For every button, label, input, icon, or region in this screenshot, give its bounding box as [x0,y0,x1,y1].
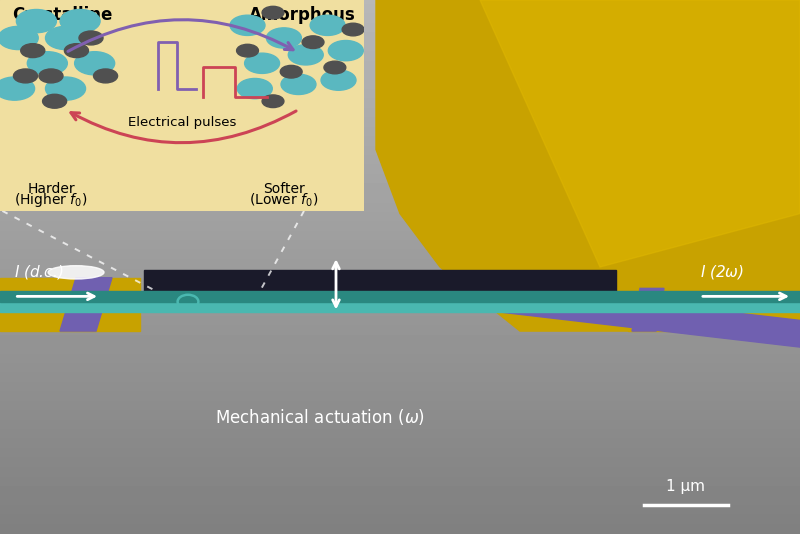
Circle shape [27,52,67,75]
Text: Harder: Harder [27,182,74,196]
Text: $I$ (2$\omega$): $I$ (2$\omega$) [700,263,744,281]
Circle shape [39,69,63,83]
FancyArrowPatch shape [68,20,293,51]
Circle shape [46,77,86,100]
Text: (Lower $f_0$): (Lower $f_0$) [250,191,318,209]
Polygon shape [0,302,800,312]
Circle shape [342,23,364,36]
Circle shape [245,53,279,73]
Polygon shape [144,270,616,291]
Circle shape [42,95,66,108]
Text: Amorphous: Amorphous [249,6,355,25]
Text: (Higher $f_0$): (Higher $f_0$) [14,191,88,209]
Circle shape [302,36,324,49]
Circle shape [262,6,284,19]
Circle shape [310,15,345,35]
Circle shape [237,44,258,57]
Circle shape [14,69,38,83]
Polygon shape [0,278,140,331]
Polygon shape [632,288,664,331]
Text: Crystalline: Crystalline [12,6,112,25]
Circle shape [281,74,316,95]
Polygon shape [376,0,800,331]
Text: $I$ (d.c.): $I$ (d.c.) [14,263,64,281]
Circle shape [94,69,118,83]
Circle shape [328,41,363,61]
Circle shape [266,28,302,48]
Polygon shape [628,288,760,331]
Circle shape [288,45,323,65]
Circle shape [324,61,346,74]
Circle shape [0,77,34,100]
Circle shape [74,52,114,75]
Polygon shape [0,291,800,302]
Text: Mechanical actuation ($\omega$): Mechanical actuation ($\omega$) [215,406,425,427]
Circle shape [321,70,356,90]
Circle shape [280,65,302,78]
Circle shape [230,15,265,35]
Circle shape [65,44,89,58]
Circle shape [60,10,100,33]
Circle shape [16,10,57,33]
Circle shape [262,95,284,107]
Text: Electrical pulses: Electrical pulses [128,116,236,129]
Circle shape [0,26,38,50]
Circle shape [21,44,45,58]
Circle shape [46,26,86,50]
Polygon shape [60,278,112,331]
Polygon shape [480,283,800,347]
Text: 1 μm: 1 μm [666,479,706,494]
Polygon shape [480,0,800,267]
Ellipse shape [48,265,104,279]
Text: Softer: Softer [263,182,305,196]
FancyArrowPatch shape [71,111,296,143]
Circle shape [238,78,272,99]
Circle shape [79,31,103,45]
